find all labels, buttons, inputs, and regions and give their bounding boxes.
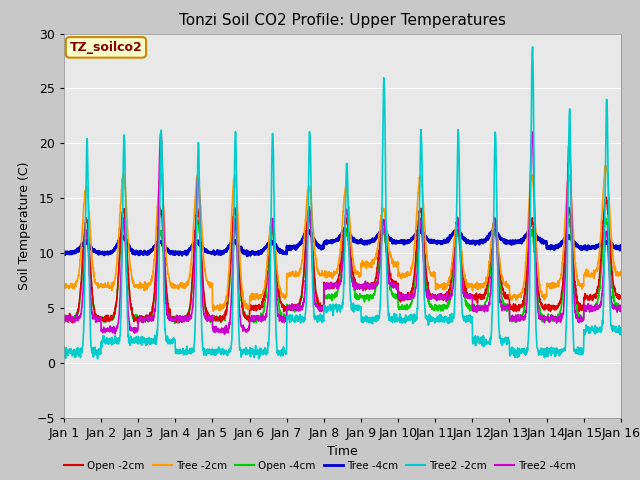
Text: TZ_soilco2: TZ_soilco2 bbox=[70, 41, 142, 54]
Y-axis label: Soil Temperature (C): Soil Temperature (C) bbox=[18, 161, 31, 290]
X-axis label: Time: Time bbox=[327, 445, 358, 458]
Legend: Open -2cm, Tree -2cm, Open -4cm, Tree -4cm, Tree2 -2cm, Tree2 -4cm: Open -2cm, Tree -2cm, Open -4cm, Tree -4… bbox=[60, 456, 580, 475]
Title: Tonzi Soil CO2 Profile: Upper Temperatures: Tonzi Soil CO2 Profile: Upper Temperatur… bbox=[179, 13, 506, 28]
